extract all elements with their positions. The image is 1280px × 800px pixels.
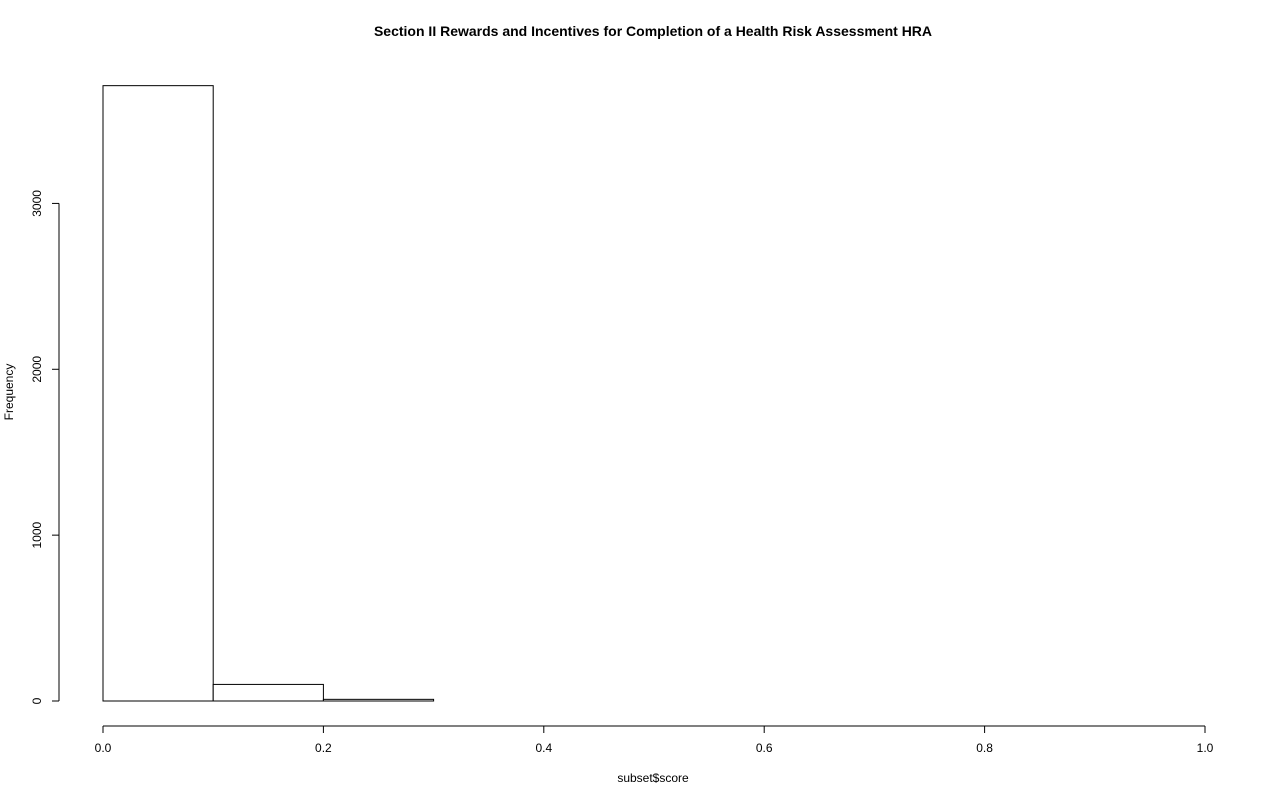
x-tick-label: 0.8: [976, 741, 993, 755]
chart-title: Section II Rewards and Incentives for Co…: [374, 23, 932, 39]
y-tick-label: 3000: [30, 190, 44, 217]
histogram-bars: [102, 85, 435, 702]
x-tick-label: 1.0: [1197, 741, 1214, 755]
y-tick-label: 0: [30, 697, 44, 704]
histogram-bar: [212, 683, 324, 702]
x-axis: 0.0 0.2 0.4 0.6 0.8 1.0: [95, 725, 1214, 755]
x-tick-label: 0.0: [95, 741, 112, 755]
x-tick-label: 0.6: [756, 741, 773, 755]
y-tick-label: 1000: [30, 521, 44, 548]
x-tick-label: 0.4: [535, 741, 552, 755]
x-axis-label: subset$score: [617, 771, 689, 785]
x-tick-label: 0.2: [315, 741, 332, 755]
y-axis: 0 1000 2000 3000: [30, 190, 60, 704]
y-tick-label: 2000: [30, 356, 44, 383]
histogram-bar: [322, 698, 435, 702]
histogram-bar: [102, 85, 214, 702]
y-axis-label: Frequency: [2, 364, 16, 421]
